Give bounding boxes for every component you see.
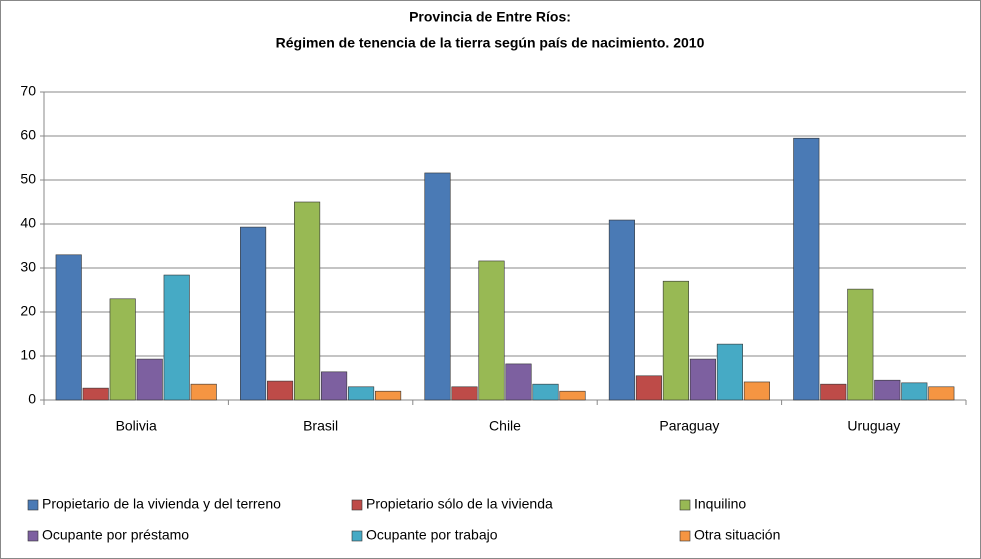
bar bbox=[190, 383, 217, 401]
bar bbox=[847, 288, 874, 401]
bar bbox=[321, 371, 348, 401]
bar bbox=[793, 137, 820, 401]
y-tick-label: 50 bbox=[20, 171, 36, 187]
legend-label: Ocupante por préstamo bbox=[42, 527, 189, 543]
y-tick-label: 70 bbox=[20, 83, 36, 99]
bar bbox=[743, 381, 770, 401]
y-tick-label: 20 bbox=[20, 303, 36, 319]
bar bbox=[267, 380, 294, 401]
bar bbox=[662, 280, 689, 401]
bar bbox=[163, 274, 190, 401]
legend-swatch bbox=[351, 499, 363, 511]
legend-label: Ocupante por trabajo bbox=[366, 527, 498, 543]
bar bbox=[716, 343, 743, 401]
bar bbox=[874, 379, 901, 401]
x-tick-label: Paraguay bbox=[659, 418, 719, 434]
chart-subtitle: Régimen de tenencia de la tierra según p… bbox=[276, 35, 705, 51]
bar bbox=[136, 358, 163, 401]
x-tick-label: Bolivia bbox=[116, 418, 157, 434]
bar bbox=[820, 383, 847, 401]
legend-swatch bbox=[679, 499, 691, 511]
bar bbox=[559, 390, 586, 401]
bar bbox=[109, 298, 136, 401]
bar bbox=[424, 172, 451, 401]
bar bbox=[55, 254, 82, 401]
legend-label: Otra situación bbox=[694, 527, 780, 543]
bar bbox=[505, 363, 532, 401]
x-tick-label: Chile bbox=[489, 418, 521, 434]
legend-swatch bbox=[351, 530, 363, 542]
bar bbox=[451, 386, 478, 401]
bar bbox=[608, 219, 635, 401]
y-tick-label: 0 bbox=[28, 391, 36, 407]
bar bbox=[532, 383, 559, 401]
bar bbox=[478, 260, 505, 401]
y-tick-label: 10 bbox=[20, 347, 36, 363]
x-tick-label: Brasil bbox=[303, 418, 338, 434]
bar bbox=[928, 386, 955, 401]
chart-title: Provincia de Entre Ríos: bbox=[409, 9, 571, 25]
bar bbox=[82, 387, 109, 401]
legend-label: Propietario sólo de la vivienda bbox=[366, 496, 553, 512]
bar bbox=[635, 375, 662, 401]
bar bbox=[240, 226, 267, 401]
legend-swatch bbox=[27, 530, 39, 542]
legend-swatch bbox=[27, 499, 39, 511]
legend-label: Propietario de la vivienda y del terreno bbox=[42, 496, 281, 512]
y-tick-label: 60 bbox=[20, 127, 36, 143]
bar bbox=[348, 386, 375, 401]
x-tick-label: Uruguay bbox=[847, 418, 900, 434]
legend-swatch bbox=[679, 530, 691, 542]
y-tick-label: 40 bbox=[20, 215, 36, 231]
bar bbox=[294, 201, 321, 401]
bar bbox=[689, 358, 716, 401]
legend-label: Inquilino bbox=[694, 496, 746, 512]
bar bbox=[901, 382, 928, 401]
bar bbox=[375, 390, 402, 401]
y-tick-label: 30 bbox=[20, 259, 36, 275]
